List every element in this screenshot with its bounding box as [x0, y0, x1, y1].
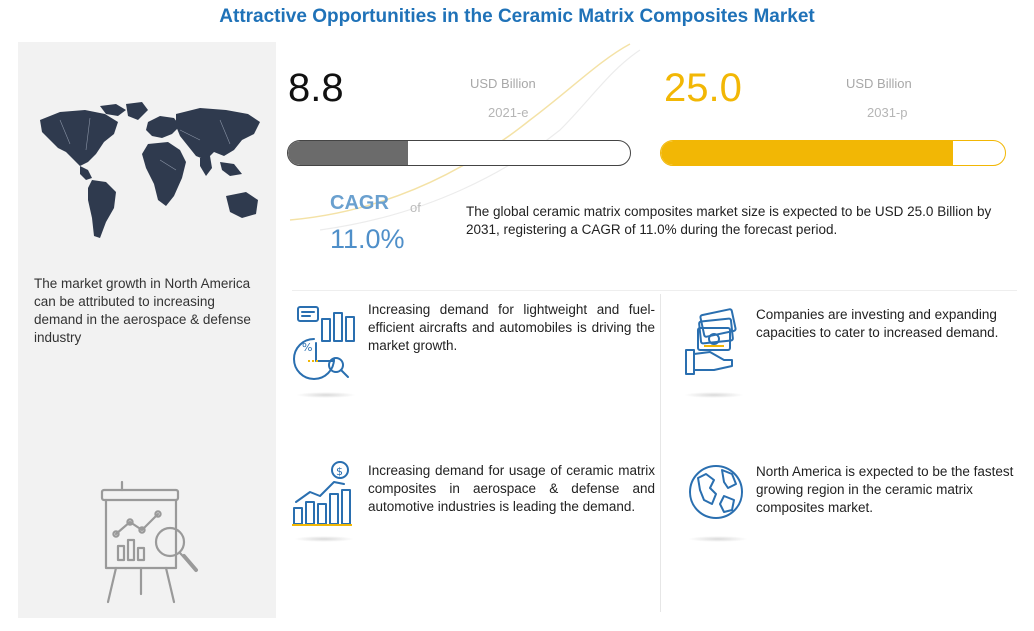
svg-text:$: $	[336, 465, 343, 478]
page-title: Attractive Opportunities in the Ceramic …	[219, 6, 815, 27]
market-value-2031: 25.0	[664, 66, 742, 110]
year-2021: 2021-e	[488, 105, 529, 120]
card-text-1: Increasing demand for lightweight and fu…	[368, 302, 655, 353]
north-america-note: The market growth in North America can b…	[34, 276, 251, 345]
cagr-of: of	[410, 200, 421, 215]
unit-2021: USD Billion	[470, 76, 536, 91]
card-text-3: Increasing demand for usage of ceramic m…	[368, 463, 655, 514]
market-summary: The global ceramic matrix composites mar…	[466, 204, 992, 237]
year-2031: 2031-p	[867, 105, 908, 120]
icon-shadow	[294, 536, 354, 542]
card-text-4: North America is expected to be the fast…	[756, 464, 1014, 515]
divider-vertical	[660, 294, 661, 612]
presentation-board-icon	[100, 480, 198, 604]
progress-bar-2021	[287, 140, 631, 166]
progress-fill-2021	[288, 141, 408, 165]
cagr-label: CAGR	[330, 192, 389, 214]
card-text-2: Companies are investing and expanding ca…	[756, 307, 999, 340]
divider-horizontal	[292, 290, 1017, 291]
progress-fill-2031	[661, 141, 954, 165]
market-value-2021: 8.8	[288, 66, 344, 110]
progress-bar-2031	[660, 140, 1006, 166]
globe-icon	[689, 465, 743, 519]
world-map-icon	[40, 102, 260, 238]
analytics-icon: %	[293, 306, 355, 380]
icon-shadow	[296, 392, 356, 398]
money-hand-icon	[685, 308, 737, 375]
cagr-value: 11.0%	[330, 224, 405, 254]
icon-shadow	[684, 392, 744, 398]
unit-2031: USD Billion	[846, 76, 912, 91]
svg-text:%: %	[302, 341, 312, 354]
icon-shadow	[688, 536, 748, 542]
left-panel: The market growth in North America can b…	[18, 42, 276, 618]
growth-chart-icon: $	[292, 461, 352, 526]
